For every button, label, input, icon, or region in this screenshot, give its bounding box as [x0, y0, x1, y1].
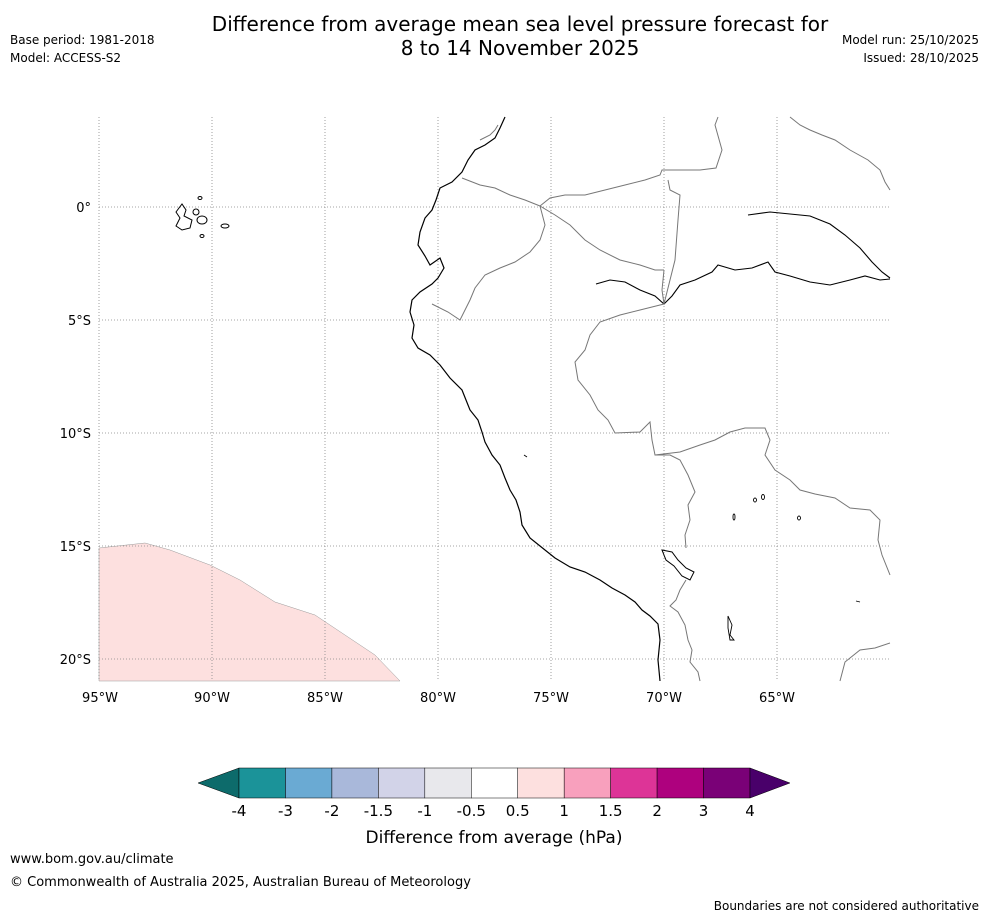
model-text: Model: ACCESS-S2 [10, 51, 122, 65]
colorbar-box-3-to-4 [703, 767, 751, 799]
lake-4 [797, 515, 801, 521]
lake-2 [753, 497, 757, 503]
galapagos-islands [175, 196, 230, 238]
boundary-bolivia-argentina-paraguay [839, 642, 891, 682]
colorbar-tick-label: -1.5 [364, 802, 393, 820]
island-isabela [175, 203, 193, 231]
anomaly-region-0.5-to-1 [98, 542, 401, 682]
island-san-cristobal [220, 223, 230, 229]
lon-label-75w: 75°W [533, 691, 569, 706]
colorbar-tick-label: 1.5 [599, 802, 623, 820]
lon-label-65w: 65°W [759, 691, 795, 706]
lake-1 [761, 494, 765, 500]
meta-left: Base period: 1981-2018 Model: ACCESS-S2 [10, 31, 155, 67]
boundary-colombia-ecuador [461, 177, 541, 207]
colorbar-box--1-to--0.5 [424, 767, 472, 799]
coastline [409, 116, 661, 682]
amazon-river [595, 261, 891, 305]
island-floreana [199, 234, 205, 238]
meta-right: Model run: 25/10/2025 Issued: 28/10/2025 [842, 31, 979, 67]
colorbar-tick-label: -3 [278, 802, 293, 820]
graticule [98, 117, 890, 681]
colorbar-tick-label: 2 [652, 802, 662, 820]
lon-label-80w: 80°W [420, 691, 456, 706]
boundary-bolivia-brazil [654, 427, 891, 576]
colorbar-arrow-low [197, 767, 240, 799]
lat-label-10s: 10°S [60, 427, 91, 442]
lon-label-90w: 90°W [194, 691, 230, 706]
national-boundaries [431, 116, 891, 682]
lon-label-70w: 70°W [646, 691, 682, 706]
title-line-1: Difference from average mean sea level p… [211, 12, 829, 36]
amazon-north-branch [747, 211, 891, 279]
island-santa-cruz [196, 215, 208, 225]
boundary-panama-colombia [479, 124, 499, 141]
lat-label-20s: 20°S [60, 653, 91, 668]
colorbar-box--4-to--3 [238, 767, 286, 799]
colorbar: -4 -3 -2 -1.5 -1 -0.5 0.5 1 1.5 2 3 4 Difference fr… [197, 767, 791, 848]
lake-3 [732, 513, 736, 521]
issued-text: Issued: 28/10/2025 [863, 51, 979, 65]
colorbar-box-0.5-to-1 [517, 767, 565, 799]
colorbar-tick-label: -4 [232, 802, 247, 820]
model-run-text: Model run: 25/10/2025 [841, 33, 979, 47]
lon-label-85w: 85°W [307, 691, 343, 706]
boundary-colombia-north [539, 116, 723, 207]
colorbar-tick-label: 0.5 [506, 802, 530, 820]
lake-titicaca [661, 549, 695, 581]
lat-label-0: 0° [76, 201, 91, 216]
colorbar-title: Difference from average (hPa) [366, 828, 623, 848]
colorbar-tick-label: -1 [417, 802, 432, 820]
boundary-ecuador-peru [431, 205, 546, 321]
colorbar-box-1-to-1.5 [563, 767, 611, 799]
colorbar-tick-label: 3 [699, 802, 709, 820]
footer-note: Boundaries are not considered authoritat… [713, 899, 979, 913]
base-period-text: Base period: 1981-2018 [10, 33, 155, 47]
colorbar-box-1.5-to-2 [610, 767, 658, 799]
colorbar-box--0.5-to-0.5 [471, 767, 518, 799]
colorbar-box-2-to-3 [656, 767, 704, 799]
lat-label-15s: 15°S [60, 540, 91, 555]
lake-poopo [727, 615, 735, 641]
boundary-brazil-colombia [661, 179, 681, 305]
small-lakes [523, 454, 861, 641]
title-line-2: 8 to 14 November 2025 [400, 36, 640, 60]
lake-junin [523, 454, 528, 458]
colorbar-tick-label: 1 [559, 802, 569, 820]
colorbar-tick-label: 4 [745, 802, 755, 820]
boundary-peru-brazil [574, 303, 696, 549]
colorbar-box--3-to--2 [285, 767, 333, 799]
colorbar-arrow-high [749, 767, 791, 799]
lake-5 [855, 600, 861, 603]
boundary-guyana-venezuela [789, 116, 891, 191]
boundary-peru-colombia [539, 205, 664, 271]
lon-label-95w: 95°W [82, 691, 118, 706]
island-pinta [197, 196, 203, 200]
island-santiago [192, 208, 200, 216]
boundary-bolivia-chile [669, 579, 701, 682]
lat-label-5s: 5°S [68, 314, 91, 329]
chart-title: Difference from average mean sea level p… [0, 12, 988, 60]
colorbar-tick-label: -0.5 [457, 802, 486, 820]
footer-copyright: © Commonwealth of Australia 2025, Austra… [10, 875, 471, 890]
footer-url: www.bom.gov.au/climate [10, 852, 174, 867]
colorbar-box--1.5-to--1 [378, 767, 426, 799]
colorbar-tick-label: -2 [324, 802, 339, 820]
colorbar-box--2-to--1.5 [331, 767, 379, 799]
